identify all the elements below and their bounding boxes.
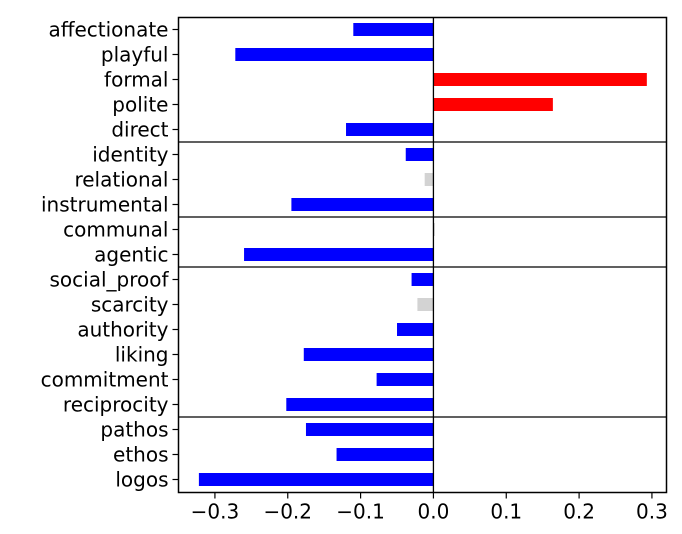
bar-scarcity: [417, 298, 434, 311]
category-label-identity: identity: [92, 143, 168, 167]
bar-pathos: [305, 423, 434, 436]
bar-polite: [433, 98, 553, 111]
bar-agentic: [244, 248, 434, 261]
category-label-logos: logos: [115, 468, 168, 492]
bar-communal: [433, 223, 435, 236]
bar-affectionate: [353, 23, 434, 36]
category-label-scarcity: scarcity: [91, 293, 169, 317]
x-tick-label: 0.1: [490, 500, 522, 524]
bar-formal: [433, 73, 647, 86]
category-label-liking: liking: [115, 343, 169, 367]
category-label-commitment: commitment: [41, 368, 169, 392]
category-label-ethos: ethos: [113, 443, 168, 467]
category-label-agentic: agentic: [94, 243, 168, 267]
x-axis: −0.3 −0.2 −0.1 0.0 0.1 0.2 0.3: [191, 492, 668, 524]
bar-reciprocity: [286, 398, 434, 411]
category-label-social_proof: social_proof: [49, 268, 169, 292]
category-label-relational: relational: [74, 168, 168, 192]
category-label-polite: polite: [112, 93, 168, 117]
category-label-reciprocity: reciprocity: [63, 393, 169, 417]
x-tick-label: −0.2: [263, 500, 312, 524]
x-tick-label: −0.1: [336, 500, 385, 524]
bar-identity: [405, 148, 434, 161]
bar-relational: [424, 173, 434, 186]
x-tick-label: 0.3: [636, 500, 668, 524]
category-label-instrumental: instrumental: [41, 193, 169, 217]
x-tick-label: −0.3: [191, 500, 240, 524]
plot-frame: [177, 16, 668, 494]
bar-authority: [397, 323, 434, 336]
bar-direct: [346, 123, 434, 136]
bar-ethos: [336, 448, 434, 461]
category-label-direct: direct: [111, 118, 168, 142]
bar-liking: [303, 348, 434, 361]
category-labels: affectionateplayfulformalpolitedirectide…: [41, 18, 179, 492]
bars-layer: [198, 23, 647, 486]
category-label-playful: playful: [101, 43, 169, 67]
category-label-authority: authority: [77, 318, 168, 342]
category-label-communal: communal: [63, 218, 168, 242]
lines-layer: [178, 17, 667, 493]
bar-logos: [198, 473, 434, 486]
bar-instrumental: [291, 198, 434, 211]
bar-social_proof: [411, 273, 434, 286]
x-tick-label: 0.0: [418, 500, 450, 524]
category-label-affectionate: affectionate: [48, 18, 168, 42]
bar-commitment: [376, 373, 434, 386]
x-tick-label: 0.2: [563, 500, 595, 524]
bar-playful: [235, 48, 434, 61]
category-label-pathos: pathos: [100, 418, 168, 442]
category-label-formal: formal: [104, 68, 168, 92]
